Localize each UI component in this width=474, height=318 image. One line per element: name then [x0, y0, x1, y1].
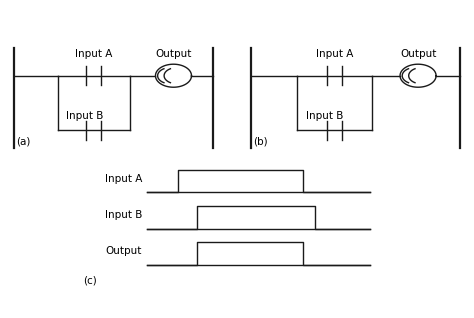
Text: Input B: Input B	[105, 210, 142, 220]
Text: (c): (c)	[83, 275, 97, 285]
Text: Input A: Input A	[105, 174, 142, 184]
Text: Output: Output	[155, 49, 191, 59]
Text: (a): (a)	[17, 137, 31, 147]
Text: (b): (b)	[254, 137, 268, 147]
Text: Output: Output	[400, 49, 436, 59]
Text: Input A: Input A	[316, 49, 353, 59]
Text: Output: Output	[106, 246, 142, 256]
Text: Input B: Input B	[66, 111, 103, 121]
Text: Input A: Input A	[75, 49, 112, 59]
Text: Input B: Input B	[307, 111, 344, 121]
